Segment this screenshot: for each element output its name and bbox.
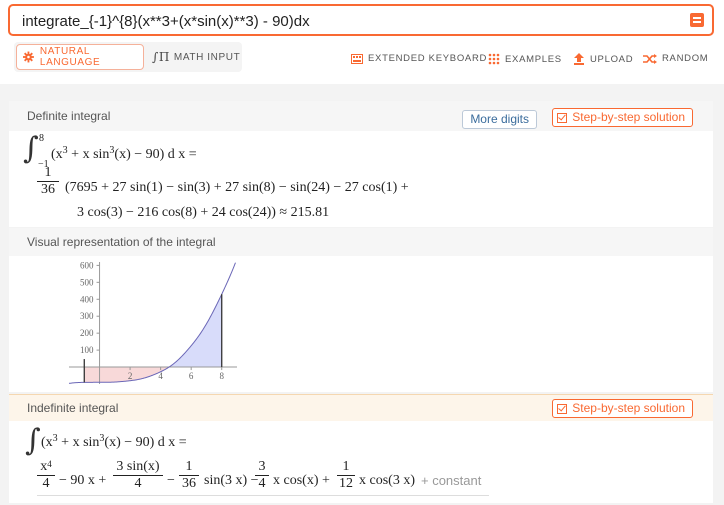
y-tick-label-500: 500 — [80, 277, 94, 287]
fraction-x4-4: x4 4 — [37, 459, 55, 492]
term-4: x cos(x) + — [273, 473, 330, 488]
search-input[interactable] — [20, 10, 664, 32]
compute-button[interactable] — [690, 13, 704, 27]
input-mode-switch: NATURAL LANGUAGE ∫π MATH INPUT — [14, 42, 242, 72]
divider — [37, 495, 489, 496]
integral-sign: ∫ — [23, 131, 39, 166]
y-tick-label-100: 100 — [80, 345, 94, 355]
upload-label: UPLOAD — [590, 53, 634, 65]
constant-term: + constant — [421, 473, 482, 488]
step-by-step-button[interactable]: Step-by-step solution — [552, 399, 693, 418]
y-tick-label-200: 200 — [80, 328, 94, 338]
random-label: RANDOM — [662, 53, 709, 64]
step-by-step-label: Step-by-step solution — [572, 401, 685, 415]
indefinite-integral-pod: Indefinite integral Step-by-step solutio… — [9, 394, 713, 503]
term-5: x cos(3 x) — [359, 473, 415, 488]
y-tick-label-400: 400 — [80, 294, 94, 304]
integrand: (x3 + x sin3(x) − 90) d x = — [51, 145, 197, 162]
extended-keyboard-button[interactable]: EXTENDED KEYBOARD — [351, 53, 487, 64]
result-line-2: 3 cos(3) − 216 cos(8) + 24 cos(24)) ≈ 21… — [77, 205, 330, 220]
pod-header: Visual representation of the integral — [9, 228, 713, 256]
extended-keyboard-label: EXTENDED KEYBOARD — [368, 53, 488, 64]
natural-language-tab[interactable]: NATURAL LANGUAGE — [16, 44, 144, 70]
term-1: − 90 x + — [59, 473, 107, 488]
fraction-1-36: 1 36 — [37, 165, 59, 198]
keyboard-icon — [351, 53, 363, 64]
shuffle-icon — [643, 53, 657, 64]
term-2: − — [167, 473, 175, 488]
x-tick-label-2: 2 — [128, 371, 133, 381]
math-input-icon: ∫π — [152, 50, 170, 64]
pod-title: Definite integral — [27, 109, 111, 123]
fraction-1-36: 1 36 — [179, 459, 199, 492]
upper-limit: 8 — [39, 133, 44, 144]
positive-area — [169, 294, 222, 368]
visual-representation-pod: Visual representation of the integral 10… — [9, 228, 713, 392]
pod-title: Indefinite integral — [27, 401, 119, 415]
indefinite-lhs: (x3 + x sin3(x) − 90) d x = — [41, 433, 187, 450]
search-bar[interactable] — [8, 4, 714, 36]
term-3: sin(3 x) − — [204, 473, 259, 488]
examples-label: EXAMPLES — [505, 53, 562, 65]
checkbox-icon — [557, 403, 568, 414]
lower-limit: −1 — [38, 159, 49, 170]
x-tick-label-6: 6 — [189, 371, 194, 381]
fraction-1-12: 1 12 — [337, 459, 355, 491]
integral-plot: 100 200 300 400 500 600 2 4 6 8 — [68, 260, 237, 384]
natural-language-label: NATURAL LANGUAGE — [39, 46, 101, 68]
random-button[interactable]: RANDOM — [643, 53, 708, 64]
more-digits-button[interactable]: More digits — [462, 110, 537, 129]
math-input-tab[interactable]: ∫π MATH INPUT — [152, 44, 240, 70]
fraction-3sinx-4: 3 sin(x) 4 — [113, 459, 163, 492]
math-input-label: MATH INPUT — [173, 51, 241, 63]
definite-integral-pod: Definite integral More digits Step-by-st… — [9, 101, 713, 227]
x-tick-label-8: 8 — [219, 371, 224, 381]
negative-area — [84, 367, 170, 383]
pod-title: Visual representation of the integral — [27, 235, 216, 249]
grid-icon — [488, 53, 500, 65]
integral-sign: ∫ — [25, 423, 41, 458]
x-tick-label-4: 4 — [158, 371, 163, 381]
result-line-1: (7695 + 27 sin(1) − sin(3) + 27 sin(8) −… — [65, 180, 409, 195]
step-by-step-label: Step-by-step solution — [572, 110, 685, 124]
checkbox-icon — [557, 112, 568, 123]
upload-button[interactable]: UPLOAD — [573, 53, 633, 65]
upload-icon — [574, 53, 584, 65]
step-by-step-button[interactable]: Step-by-step solution — [552, 108, 693, 127]
examples-button[interactable]: EXAMPLES — [488, 53, 562, 65]
function-curve — [68, 262, 236, 384]
gear-icon — [23, 51, 34, 63]
y-tick-label-300: 300 — [80, 311, 94, 321]
y-tick-label-600: 600 — [80, 260, 94, 270]
